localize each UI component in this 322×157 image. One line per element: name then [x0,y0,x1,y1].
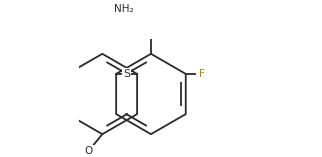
Text: F: F [200,69,205,79]
Text: O: O [84,146,93,156]
Text: NH₂: NH₂ [114,4,134,14]
Text: S: S [123,69,130,79]
